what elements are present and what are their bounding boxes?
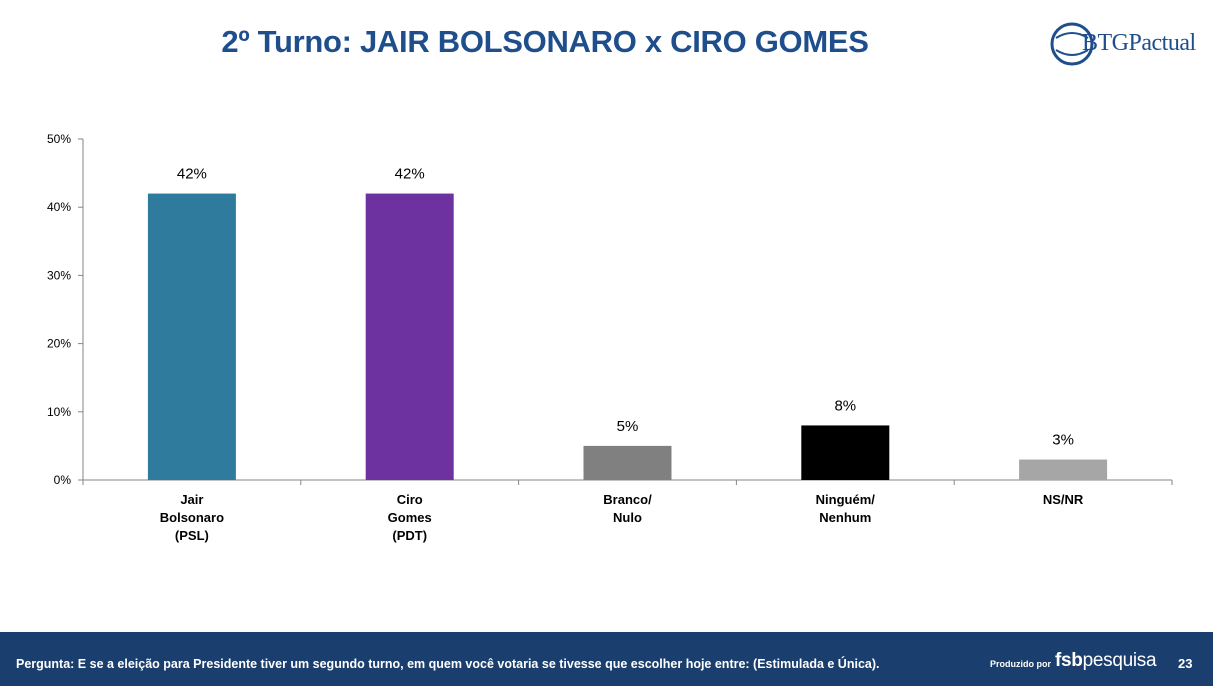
category-label: NS/NR [1043,492,1084,507]
question-text: Pergunta: E se a eleição para Presidente… [16,657,880,671]
category-label: Bolsonaro [160,510,224,525]
page-title: 2º Turno: JAIR BOLSONARO x CIRO GOMES [221,24,869,59]
fsb-pesquisa-logo: fsbpesquisa [1055,650,1157,672]
bar [365,193,454,480]
y-tick-label: 50% [47,132,71,146]
btg-pactual-logo: BTGPactual [1050,18,1200,70]
category-label: Nulo [613,510,642,525]
fsb-brand-rest: pesquisa [1082,650,1157,671]
data-label: 5% [617,418,639,435]
category-label: Branco/ [603,492,652,507]
y-tick-label: 20% [47,337,71,351]
y-tick-label: 10% [47,405,71,419]
category-label: Ciro [397,492,423,507]
footer-bar: Pergunta: E se a eleição para Presidente… [0,632,1213,686]
data-label: 3% [1052,432,1074,449]
globe-icon [1050,22,1094,66]
bar [801,425,890,480]
category-label: (PSL) [175,528,209,543]
y-tick-label: 30% [47,268,71,282]
category-label: Nenhum [819,510,871,525]
y-tick-label: 0% [54,473,72,487]
bar-chart: 0% 10% 20% 30% 40% 50% 42% Jair Bolsonaro (PSL) 42… [47,132,1173,543]
data-label: 42% [177,166,207,183]
bar [1019,459,1108,480]
fsb-brand-bold: fsb [1055,650,1083,671]
category-label: Ninguém/ [816,492,876,507]
data-label: 42% [395,166,425,183]
page-number: 23 [1178,656,1193,671]
category-label: Gomes [388,510,432,525]
data-label: 8% [834,397,856,414]
produced-by-label: Produzido por [990,659,1051,669]
y-tick-label: 40% [47,200,71,214]
bar [147,193,236,480]
bar [583,445,672,480]
logo-text: BTGPactual [1082,30,1196,56]
category-label: Jair [180,492,203,507]
category-label: (PDT) [392,528,427,543]
